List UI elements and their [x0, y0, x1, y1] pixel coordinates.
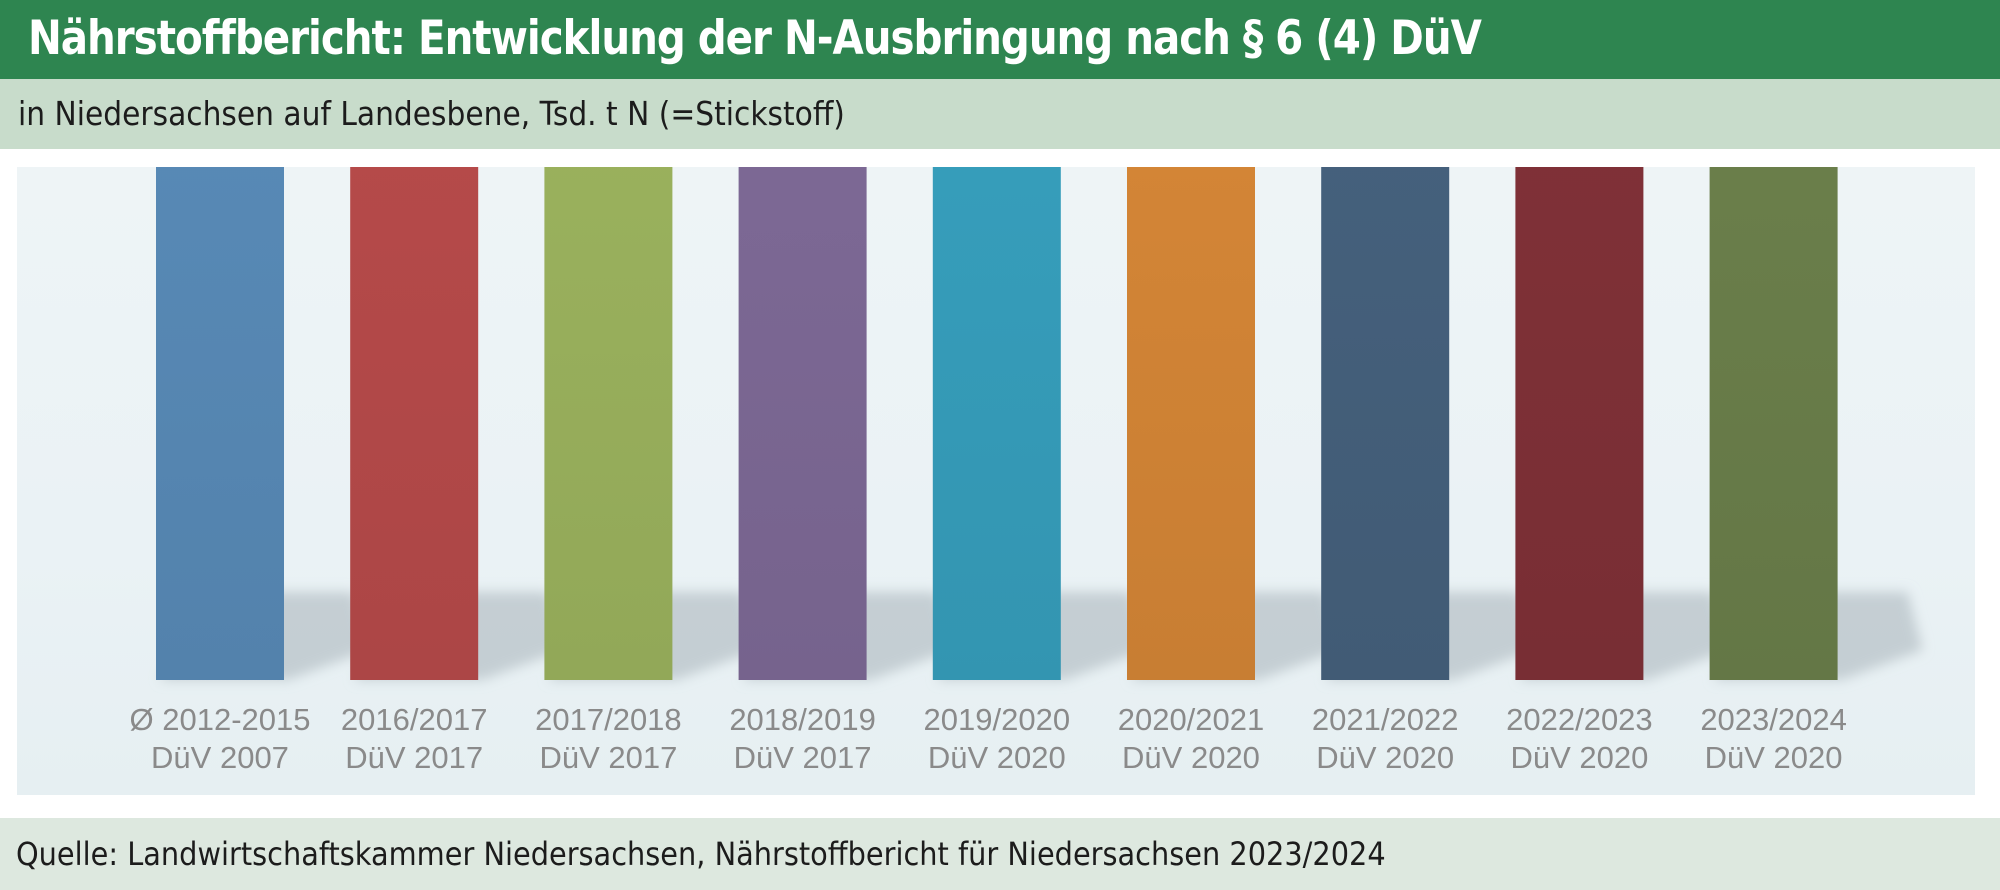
chart-title: Nährstoffbericht: Entwicklung der N-Ausb… [28, 11, 1482, 66]
x-tick-label: 2021/2022 [1312, 702, 1459, 737]
bar [1127, 167, 1255, 681]
x-tick-label: 2020/2021 [1118, 702, 1265, 737]
x-tick-label: DüV 2017 [345, 740, 483, 775]
x-tick-label: DüV 2020 [1705, 740, 1843, 775]
x-tick-label: Ø 2012-2015 [130, 702, 311, 737]
x-tick-label: DüV 2020 [928, 740, 1066, 775]
x-tick-label: DüV 2020 [1510, 740, 1648, 775]
bar [350, 167, 479, 680]
x-tick-label: DüV 2017 [539, 740, 677, 775]
x-tick-label: DüV 2017 [734, 740, 872, 775]
bar [1321, 167, 1450, 680]
chart-subtitle: in Niedersachsen auf Landesbene, Tsd. t … [18, 94, 845, 133]
source-note: Quelle: Landwirtschaftskammer Niedersach… [16, 835, 1386, 873]
bar [738, 167, 867, 680]
x-tick-label: 2018/2019 [729, 702, 876, 737]
bar-chart: 318328322313303297293278275Ø 2012-2015Dü… [130, 167, 1923, 775]
x-tick-label: DüV 2007 [151, 740, 289, 775]
bar [544, 167, 673, 681]
title-bar: Nährstoffbericht: Entwicklung der N-Ausb… [0, 0, 2000, 79]
x-tick-label: 2017/2018 [535, 702, 682, 737]
x-tick-label: 2016/2017 [341, 702, 488, 737]
footer-bar: Quelle: Landwirtschaftskammer Niedersach… [0, 818, 2000, 890]
bar [1515, 167, 1644, 680]
plot-area: 318328322313303297293278275Ø 2012-2015Dü… [17, 167, 1975, 795]
x-tick-label: DüV 2020 [1316, 740, 1454, 775]
subtitle-bar: in Niedersachsen auf Landesbene, Tsd. t … [0, 79, 2000, 149]
x-tick-label: 2019/2020 [924, 702, 1071, 737]
x-tick-label: DüV 2020 [1122, 740, 1260, 775]
bar [1709, 167, 1838, 680]
x-tick-label: 2023/2024 [1700, 702, 1847, 737]
x-tick-label: 2022/2023 [1506, 702, 1653, 737]
bar [156, 167, 284, 680]
bar [932, 167, 1061, 680]
